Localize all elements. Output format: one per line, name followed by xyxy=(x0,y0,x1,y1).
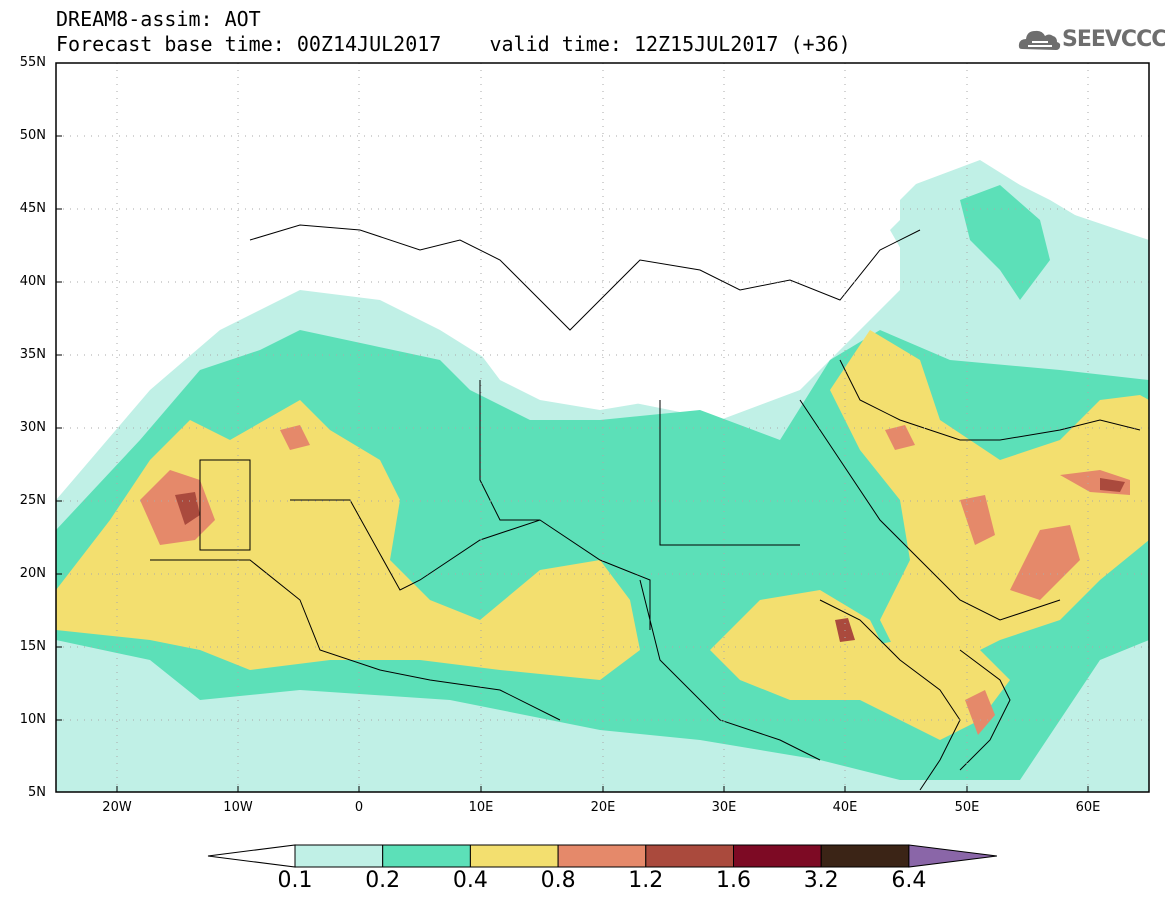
cloud-logo-icon xyxy=(1018,30,1061,50)
aot-field-0.2 xyxy=(960,185,1050,300)
lon-label: 10W xyxy=(223,800,253,815)
title-line-2: Forecast base time: 00Z14JUL2017 valid t… xyxy=(56,32,851,56)
lon-label: 10E xyxy=(468,800,494,815)
aot-field-1.2 xyxy=(175,492,200,525)
aot-field-0.4 xyxy=(710,590,900,700)
lat-label: 25N xyxy=(19,493,46,508)
aot-field-0.8 xyxy=(960,495,995,545)
aot-field-0.8 xyxy=(280,425,310,450)
lon-label: 30E xyxy=(711,800,737,815)
lon-label: 20E xyxy=(590,800,616,815)
colorbar-label: 0.1 xyxy=(277,868,313,893)
axis-ticks xyxy=(56,135,1089,792)
colorbar-cell xyxy=(294,844,384,868)
lat-label: 50N xyxy=(19,128,46,143)
colorbar-label: 0.8 xyxy=(540,868,576,893)
colorbar-label: 0.2 xyxy=(365,868,401,893)
colorbar-label: 0.4 xyxy=(452,868,488,893)
colorbar-label: 6.4 xyxy=(891,868,927,893)
title-line-1: DREAM8-assim: AOT xyxy=(56,7,261,31)
aot-field-0.4 xyxy=(850,640,1010,740)
colorbar-cell xyxy=(469,844,559,868)
lat-label: 15N xyxy=(19,639,46,654)
lon-label: 60E xyxy=(1075,800,1101,815)
aot-field-0.4 xyxy=(56,400,640,680)
lat-label: 10N xyxy=(19,712,46,727)
colorbar-cell xyxy=(820,844,910,868)
colorbar-cell xyxy=(645,844,734,868)
colorbar-lower-arrow xyxy=(207,844,296,868)
colorbar-label: 1.2 xyxy=(628,868,664,893)
lat-label: 55N xyxy=(19,55,46,70)
aot-field-0.8 xyxy=(1010,525,1080,600)
lat-label: 5N xyxy=(28,785,46,800)
lon-label: 40E xyxy=(832,800,858,815)
colorbar-label: 3.2 xyxy=(803,868,839,893)
colorbar-upper-arrow xyxy=(908,844,997,868)
lon-label: 0 xyxy=(354,800,364,815)
land-europe xyxy=(220,63,1149,410)
colorbar-cell xyxy=(733,844,822,868)
colorbar-cell xyxy=(382,844,471,868)
aot-field-0.8 xyxy=(965,690,995,735)
aot-field-0.8 xyxy=(885,425,915,450)
country-borders xyxy=(150,224,1141,791)
colorbar-cell xyxy=(557,844,647,868)
lon-label: 20W xyxy=(102,800,132,815)
aot-field-0.4 xyxy=(830,330,1149,660)
logo-text: SEEVCCC xyxy=(1062,27,1165,52)
lat-label: 30N xyxy=(19,420,46,435)
lat-label: 20N xyxy=(19,566,46,581)
lat-label: 35N xyxy=(19,347,46,362)
lat-label: 45N xyxy=(19,201,46,216)
lon-label: 50E xyxy=(954,800,980,815)
map-grid xyxy=(56,63,1149,792)
lat-label: 40N xyxy=(19,274,46,289)
aot-field-0.8 xyxy=(140,470,215,545)
aot-field-1.2 xyxy=(1100,478,1125,492)
colorbar-label: 1.6 xyxy=(716,868,751,893)
